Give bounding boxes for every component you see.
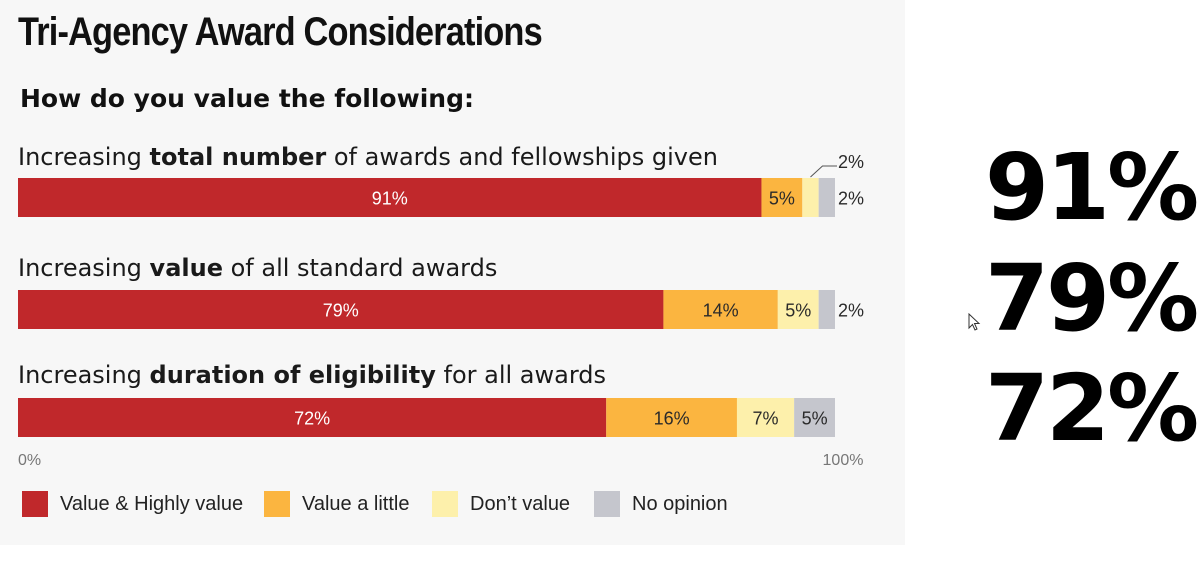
question-label-duration: Increasing duration of eligibility for a… [18,361,607,389]
data-label-dont-value-row-1: 2% [838,152,864,172]
legend-item-value-little: Value a little [264,491,409,517]
legend-item-value-highly: Value & Highly value [22,491,243,517]
bar-segment-value-little-row-2 [663,290,778,329]
legend-label-value-little: Value a little [302,492,410,515]
question-label-total-number: Increasing total number of awards and fe… [18,143,718,171]
legend-label-dont-value: Don’t value [470,492,571,515]
stacked-bar-chart: 91% 5% 2% 2% 79% 14% 5% 2% 72% 16% 7% 5% 0% 100% [18,152,864,469]
legend-label-no-opinion: No opinion [632,492,728,515]
bar-segment-value-highly-row-3 [18,398,607,437]
legend-label-value-highly: Value & Highly value [60,492,244,515]
data-label-no-opinion-row-3: 5% [802,409,828,429]
x-tick-label-max: 100% [823,452,864,469]
data-label-value-highly-row-2: 79% [323,301,359,321]
bar-segment-dont-value-row-1 [802,178,819,217]
bar-segment-no-opinion-row-1 [818,178,835,217]
chart-title: Tri-Agency Award Considerations [18,10,543,54]
data-label-dont-value-row-2: 5% [785,301,811,321]
data-label-dont-value-row-3: 7% [753,409,779,429]
chart-panel [0,0,905,545]
bar-segment-no-opinion-row-3 [794,398,835,437]
mouse-cursor-icon [968,313,981,331]
highlight-percent-total-number: 91% [985,134,1199,241]
bar-segment-value-little-row-1 [761,178,803,217]
legend-item-dont-value: Don’t value [432,491,570,517]
highlight-percent-duration: 72% [985,355,1199,462]
bar-segment-value-highly-row-1 [18,178,762,217]
legend-swatch-value-highly [22,491,48,517]
bar-segment-value-little-row-3 [606,398,737,437]
data-label-value-highly-row-3: 72% [294,409,330,429]
question-label-value: Increasing value of all standard awards [18,254,498,282]
x-tick-label-min: 0% [18,452,41,469]
bar-segment-dont-value-row-2 [777,290,819,329]
chart-legend: Value & Highly value Value a little Don’… [0,491,905,521]
legend-item-no-opinion: No opinion [594,491,728,517]
data-label-value-little-row-3: 16% [654,409,690,429]
data-label-no-opinion-row-1: 2% [838,189,864,209]
highlight-percent-value: 79% [985,245,1199,352]
data-label-value-little-row-2: 14% [703,301,739,321]
bar-segment-no-opinion-row-2 [818,290,835,329]
data-label-value-little-row-1: 5% [769,189,795,209]
data-label-value-highly-row-1: 91% [372,189,408,209]
bar-segment-dont-value-row-3 [736,398,795,437]
data-label-no-opinion-row-2: 2% [838,301,864,321]
callout-line-dont-value-row-1 [810,165,837,178]
legend-swatch-no-opinion [594,491,620,517]
bar-segment-value-highly-row-2 [18,290,664,329]
chart-subtitle: How do you value the following: [20,84,474,113]
legend-swatch-dont-value [432,491,458,517]
legend-swatch-value-little [264,491,290,517]
